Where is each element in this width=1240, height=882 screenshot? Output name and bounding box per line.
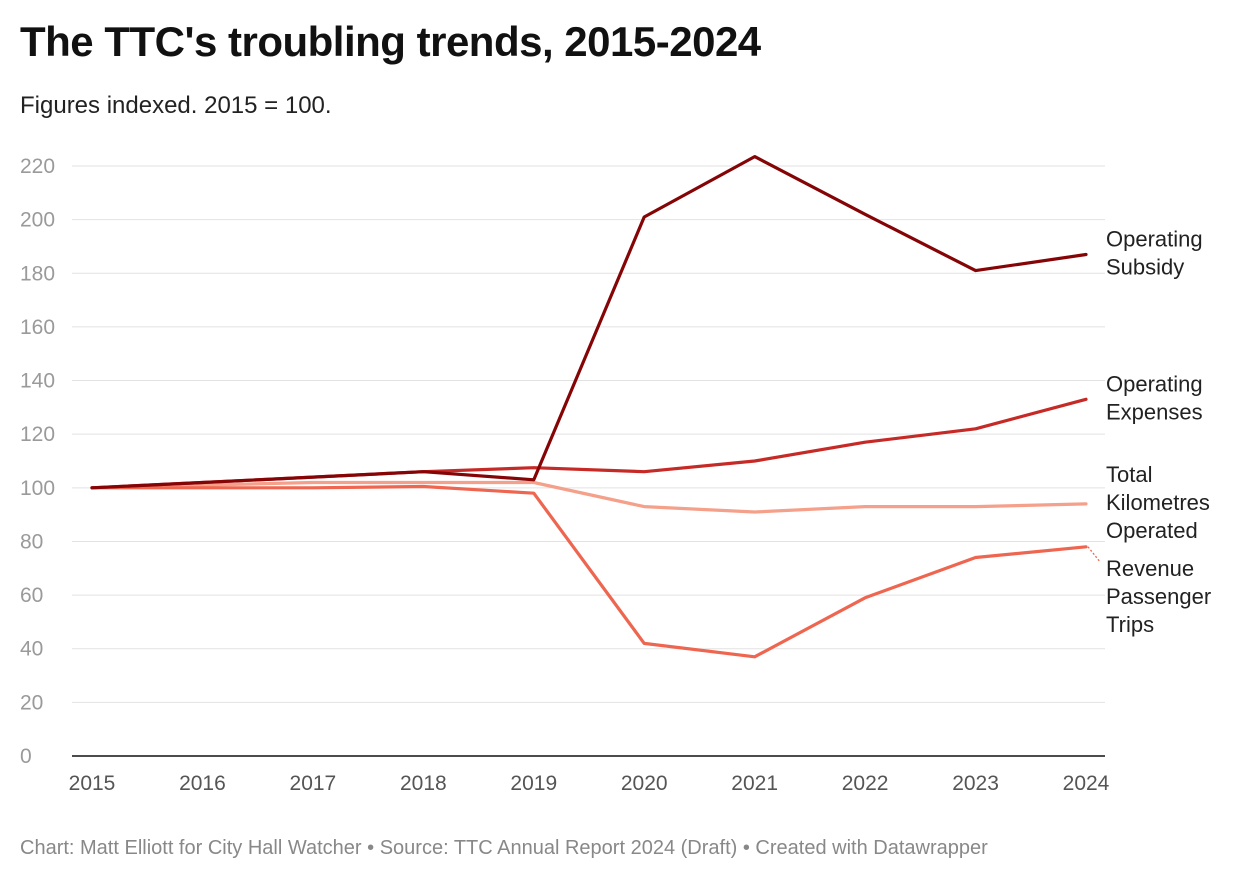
series-line-revenue-passenger-trips — [90, 484, 1088, 659]
series-lines — [90, 155, 1088, 659]
x-tick-label: 2015 — [69, 772, 116, 795]
y-tick-label: 100 — [20, 477, 55, 500]
footer-separator: • — [742, 837, 750, 859]
series-label-operating-subsidy: Operating — [1106, 227, 1203, 252]
y-tick-label: 140 — [20, 370, 55, 393]
x-tick-label: 2020 — [621, 772, 668, 795]
chart-footer: Chart: Matt Elliott for City Hall Watche… — [20, 837, 988, 860]
chart-subtitle: Figures indexed. 2015 = 100. — [20, 92, 332, 119]
series-label-total-kilometres-operated: Operated — [1106, 518, 1198, 543]
x-tick-label: 2018 — [400, 772, 447, 795]
x-tick-label: 2016 — [179, 772, 226, 795]
series-line-total-kilometres-operated — [90, 480, 1088, 514]
y-tick-label: 80 — [20, 530, 43, 553]
footer-credit: Chart: Matt Elliott for City Hall Watche… — [20, 837, 362, 859]
y-tick-label: 120 — [20, 423, 55, 446]
series-label-total-kilometres-operated: Kilometres — [1106, 490, 1210, 515]
footer-source: Source: TTC Annual Report 2024 (Draft) — [379, 837, 738, 859]
x-tick-label: 2023 — [952, 772, 999, 795]
series-line-operating-subsidy — [90, 155, 1088, 490]
series-label-operating-expenses: Operating — [1106, 371, 1203, 396]
series-label-revenue-passenger-trips: Passenger — [1106, 584, 1211, 609]
y-tick-label: 60 — [20, 584, 43, 607]
chart-title: The TTC's troubling trends, 2015-2024 — [20, 18, 761, 65]
x-tick-label: 2021 — [731, 772, 778, 795]
y-tick-label: 200 — [20, 209, 55, 232]
series-line-operating-expenses — [90, 397, 1088, 490]
y-tick-label: 180 — [20, 262, 55, 285]
x-tick-label: 2017 — [290, 772, 337, 795]
y-axis-ticks: 0 20 40 60 80 100 120 140 160 180 200 220 — [20, 155, 55, 768]
label-connector-revenue-passenger-trips — [1087, 546, 1101, 563]
y-tick-label: 40 — [20, 638, 43, 661]
series-label-total-kilometres-operated: Total — [1106, 462, 1152, 487]
footer-separator: • — [367, 837, 375, 859]
x-axis-ticks: 2015 2016 2017 2018 2019 2020 2021 2022 2023 2024 — [69, 772, 1110, 795]
series-label-operating-expenses: Expenses — [1106, 399, 1203, 424]
y-tick-label: 0 — [20, 745, 32, 768]
x-tick-label: 2024 — [1063, 772, 1110, 795]
series-labels: Operating Subsidy Operating Expenses Total Ki… — [1087, 227, 1211, 637]
x-tick-label: 2022 — [842, 772, 889, 795]
series-label-operating-subsidy: Subsidy — [1106, 255, 1184, 280]
x-tick-label: 2019 — [510, 772, 557, 795]
y-tick-label: 20 — [20, 691, 43, 714]
grid-lines — [72, 165, 1105, 757]
series-label-revenue-passenger-trips: Revenue — [1106, 556, 1194, 581]
y-tick-label: 160 — [20, 316, 55, 339]
y-tick-label: 220 — [20, 155, 55, 178]
footer-created: Created with Datawrapper — [755, 837, 988, 859]
series-label-revenue-passenger-trips: Trips — [1106, 612, 1154, 637]
